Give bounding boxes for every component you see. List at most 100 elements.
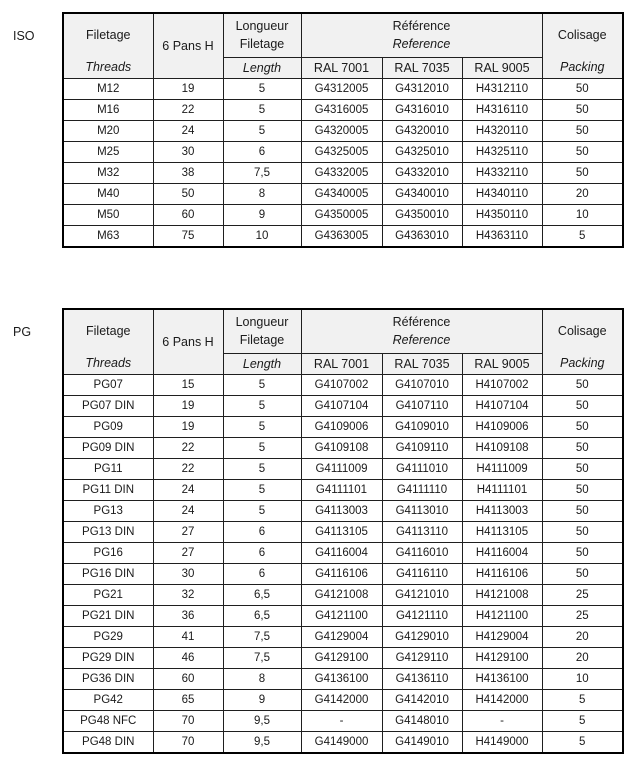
table-cell: M50: [62, 204, 154, 226]
table-cell: 19: [152, 78, 224, 100]
table-cell: 9,5: [222, 731, 302, 753]
col-header-longueur-filetage: Longueur Filetage: [222, 308, 302, 354]
table-cell: G4121010: [381, 584, 463, 606]
table-row: PG11 DIN 24 5 G4111101 G4111110 H4111101 50: [62, 479, 624, 501]
table-cell: -: [461, 710, 543, 732]
table-cell: G4116004: [300, 542, 383, 564]
colisage-label: Colisage: [557, 324, 607, 339]
col-header-6-pans-h: 6 Pans H: [152, 12, 224, 79]
table-cell: G4116110: [381, 563, 463, 585]
table-cell: 60: [152, 204, 224, 226]
table-cell: PG16 DIN: [62, 563, 154, 585]
table-cell: PG13: [62, 500, 154, 522]
table-cell: 20: [541, 647, 624, 669]
table-cell: G4316005: [300, 99, 383, 121]
table-cell: H4136100: [461, 668, 543, 690]
table-cell: G4107110: [381, 395, 463, 417]
table-cell: 15: [152, 374, 224, 396]
pg-table: Filetage Threads 6 Pans H Longueur Filet…: [62, 308, 624, 754]
table-cell: PG42: [62, 689, 154, 711]
table-cell: 50: [541, 563, 624, 585]
table-cell: PG09 DIN: [62, 437, 154, 459]
table-cell: G4350010: [381, 204, 463, 226]
table-cell: H4340110: [461, 183, 543, 205]
table-cell: G4129100: [300, 647, 383, 669]
table-cell: 32: [152, 584, 224, 606]
pg-group-label: PG: [13, 325, 32, 339]
table-cell: PG29: [62, 626, 154, 648]
table-cell: 70: [152, 710, 224, 732]
table-cell: H4116106: [461, 563, 543, 585]
table-cell: 6: [222, 521, 302, 543]
table-cell: G4111009: [300, 458, 383, 480]
table-cell: H4149000: [461, 731, 543, 753]
table-cell: G4340010: [381, 183, 463, 205]
table-cell: 5: [222, 437, 302, 459]
table-cell: 50: [541, 78, 624, 100]
table-cell: G4325010: [381, 141, 463, 163]
table-cell: H4111009: [461, 458, 543, 480]
table-row: M32 38 7,5 G4332005 G4332010 H4332110 50: [62, 162, 624, 184]
table-cell: 30: [152, 141, 224, 163]
table-cell: G4148010: [381, 710, 463, 732]
table-cell: H4129004: [461, 626, 543, 648]
table-cell: H4363110: [461, 225, 543, 247]
table-cell: 5: [222, 78, 302, 100]
table-cell: 5: [541, 689, 624, 711]
table-cell: G4325005: [300, 141, 383, 163]
table-cell: G4316010: [381, 99, 463, 121]
table-cell: 50: [541, 141, 624, 163]
col-header-ral-9005: RAL 9005: [461, 56, 543, 79]
table-cell: PG21: [62, 584, 154, 606]
table-cell: 22: [152, 99, 224, 121]
table-cell: G4129010: [381, 626, 463, 648]
table-cell: G4109006: [300, 416, 383, 438]
longueur-line1: Longueur: [235, 315, 289, 330]
table-cell: 7,5: [222, 647, 302, 669]
table-cell: M16: [62, 99, 154, 121]
table-cell: G4111010: [381, 458, 463, 480]
table-cell: 6: [222, 563, 302, 585]
table-cell: 27: [152, 542, 224, 564]
table-row: PG07 DIN 19 5 G4107104 G4107110 H4107104 50: [62, 395, 624, 417]
table-cell: G4142010: [381, 689, 463, 711]
table-row: M25 30 6 G4325005 G4325010 H4325110 50: [62, 141, 624, 163]
table-cell: M63: [62, 225, 154, 247]
table-cell: 50: [541, 500, 624, 522]
table-cell: 5: [222, 99, 302, 121]
table-row: PG36 DIN 60 8 G4136100 G4136110 H4136100 10: [62, 668, 624, 690]
table-cell: 5: [222, 374, 302, 396]
table-cell: G4111110: [381, 479, 463, 501]
colisage-label: Colisage: [557, 28, 607, 43]
table-row: PG09 19 5 G4109006 G4109010 H4109006 50: [62, 416, 624, 438]
reference-en-label: Reference: [392, 333, 451, 348]
table-cell: H4121008: [461, 584, 543, 606]
table-cell: G4113105: [300, 521, 383, 543]
table-cell: 9,5: [222, 710, 302, 732]
table-cell: PG09: [62, 416, 154, 438]
table-cell: 25: [541, 605, 624, 627]
packing-label: Packing: [560, 60, 605, 75]
col-header-colisage: Colisage Packing: [541, 308, 624, 375]
table-cell: G4312005: [300, 78, 383, 100]
table-cell: G4113010: [381, 500, 463, 522]
col-header-6-pans-h: 6 Pans H: [152, 308, 224, 375]
table-cell: G4129110: [381, 647, 463, 669]
table-cell: 75: [152, 225, 224, 247]
table-cell: M40: [62, 183, 154, 205]
table-cell: G4121100: [300, 605, 383, 627]
table-cell: PG13 DIN: [62, 521, 154, 543]
table-cell: PG07: [62, 374, 154, 396]
table-cell: H4109006: [461, 416, 543, 438]
table-cell: 65: [152, 689, 224, 711]
table-cell: 5: [541, 225, 624, 247]
table-cell: 20: [541, 183, 624, 205]
table-cell: M32: [62, 162, 154, 184]
table-cell: 27: [152, 521, 224, 543]
table-row: M40 50 8 G4340005 G4340010 H4340110 20: [62, 183, 624, 205]
table-cell: G4149000: [300, 731, 383, 753]
table-cell: G4121008: [300, 584, 383, 606]
table-row: M50 60 9 G4350005 G4350010 H4350110 10: [62, 204, 624, 226]
table-cell: 5: [222, 479, 302, 501]
